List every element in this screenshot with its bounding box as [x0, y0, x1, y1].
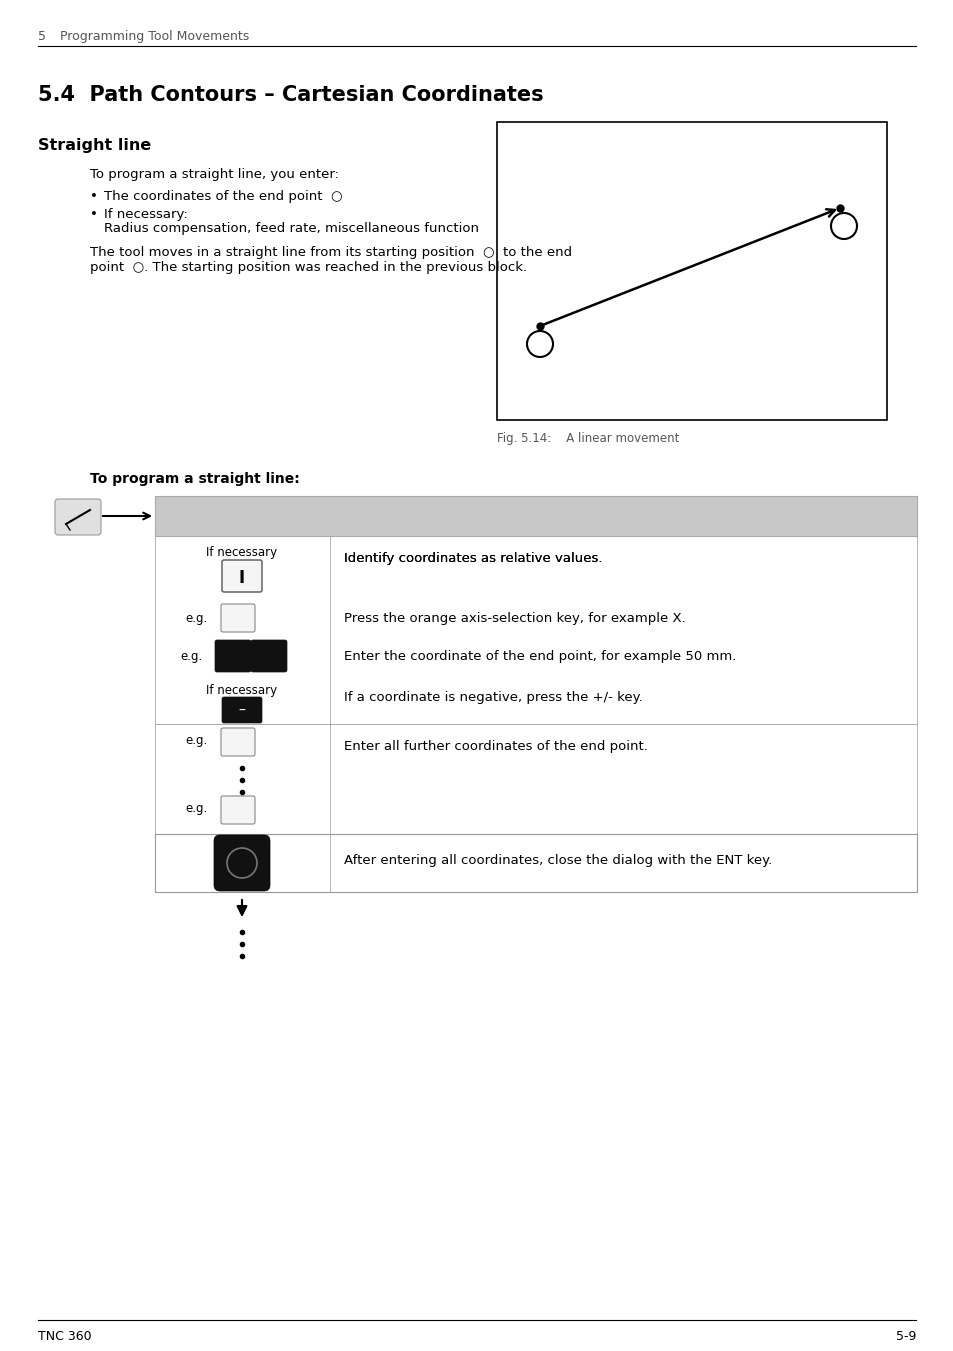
Text: I: I	[238, 569, 245, 586]
FancyBboxPatch shape	[221, 796, 254, 824]
Text: •: •	[90, 208, 98, 222]
Text: If necessary:: If necessary:	[104, 208, 188, 222]
Text: If a coordinate is negative, press the +/- key.: If a coordinate is negative, press the +…	[344, 690, 642, 704]
Text: TNC 360: TNC 360	[38, 1329, 91, 1343]
FancyBboxPatch shape	[55, 499, 101, 535]
Text: –: –	[238, 704, 245, 717]
Text: If necessary: If necessary	[206, 684, 277, 697]
Text: Identify coordinates as relative values.: Identify coordinates as relative values.	[344, 553, 602, 565]
Text: Programming Tool Movements: Programming Tool Movements	[60, 30, 249, 43]
Text: e.g.: e.g.	[185, 802, 207, 815]
Text: 5.4  Path Contours – Cartesian Coordinates: 5.4 Path Contours – Cartesian Coordinate…	[38, 85, 543, 105]
FancyBboxPatch shape	[221, 728, 254, 757]
Text: Enter all further coordinates of the end point.: Enter all further coordinates of the end…	[344, 740, 647, 753]
Bar	[154, 536, 916, 724]
Text: e.g.: e.g.	[185, 734, 207, 747]
FancyBboxPatch shape	[221, 604, 254, 632]
Text: e.g.: e.g.	[180, 650, 202, 663]
Text: Identify coordinates as relative values.: Identify coordinates as relative values.	[344, 553, 602, 565]
Text: If necessary: If necessary	[206, 546, 277, 559]
Text: After entering all coordinates, close the dialog with the ENT key.: After entering all coordinates, close th…	[344, 854, 771, 867]
Bar	[154, 834, 916, 892]
Text: Press the orange axis-selection key, for example X.: Press the orange axis-selection key, for…	[344, 612, 685, 626]
Text: To program a straight line, you enter:: To program a straight line, you enter:	[90, 168, 338, 181]
Text: point  ○. The starting position was reached in the previous block.: point ○. The starting position was reach…	[90, 261, 527, 274]
FancyBboxPatch shape	[251, 640, 287, 671]
Text: The coordinates of the end point  ○: The coordinates of the end point ○	[104, 190, 342, 203]
Text: Fig. 5.14:    A linear movement: Fig. 5.14: A linear movement	[497, 432, 679, 444]
Text: To program a straight line:: To program a straight line:	[90, 471, 299, 486]
Text: Radius compensation, feed rate, miscellaneous function: Radius compensation, feed rate, miscella…	[104, 222, 478, 235]
FancyBboxPatch shape	[222, 697, 262, 723]
Text: 5: 5	[38, 30, 46, 43]
FancyBboxPatch shape	[222, 561, 262, 592]
Bar	[154, 496, 916, 536]
Bar	[154, 724, 916, 834]
FancyBboxPatch shape	[214, 640, 251, 671]
Text: The tool moves in a straight line from its starting position  ○  to the end: The tool moves in a straight line from i…	[90, 246, 572, 259]
Text: Enter the coordinate of the end point, for example 50 mm.: Enter the coordinate of the end point, f…	[344, 650, 736, 663]
Text: 5-9: 5-9	[895, 1329, 915, 1343]
Text: Straight line: Straight line	[38, 138, 152, 153]
Bar	[497, 122, 886, 420]
Text: •: •	[90, 190, 98, 203]
FancyBboxPatch shape	[213, 835, 270, 892]
Text: e.g.: e.g.	[185, 612, 207, 626]
